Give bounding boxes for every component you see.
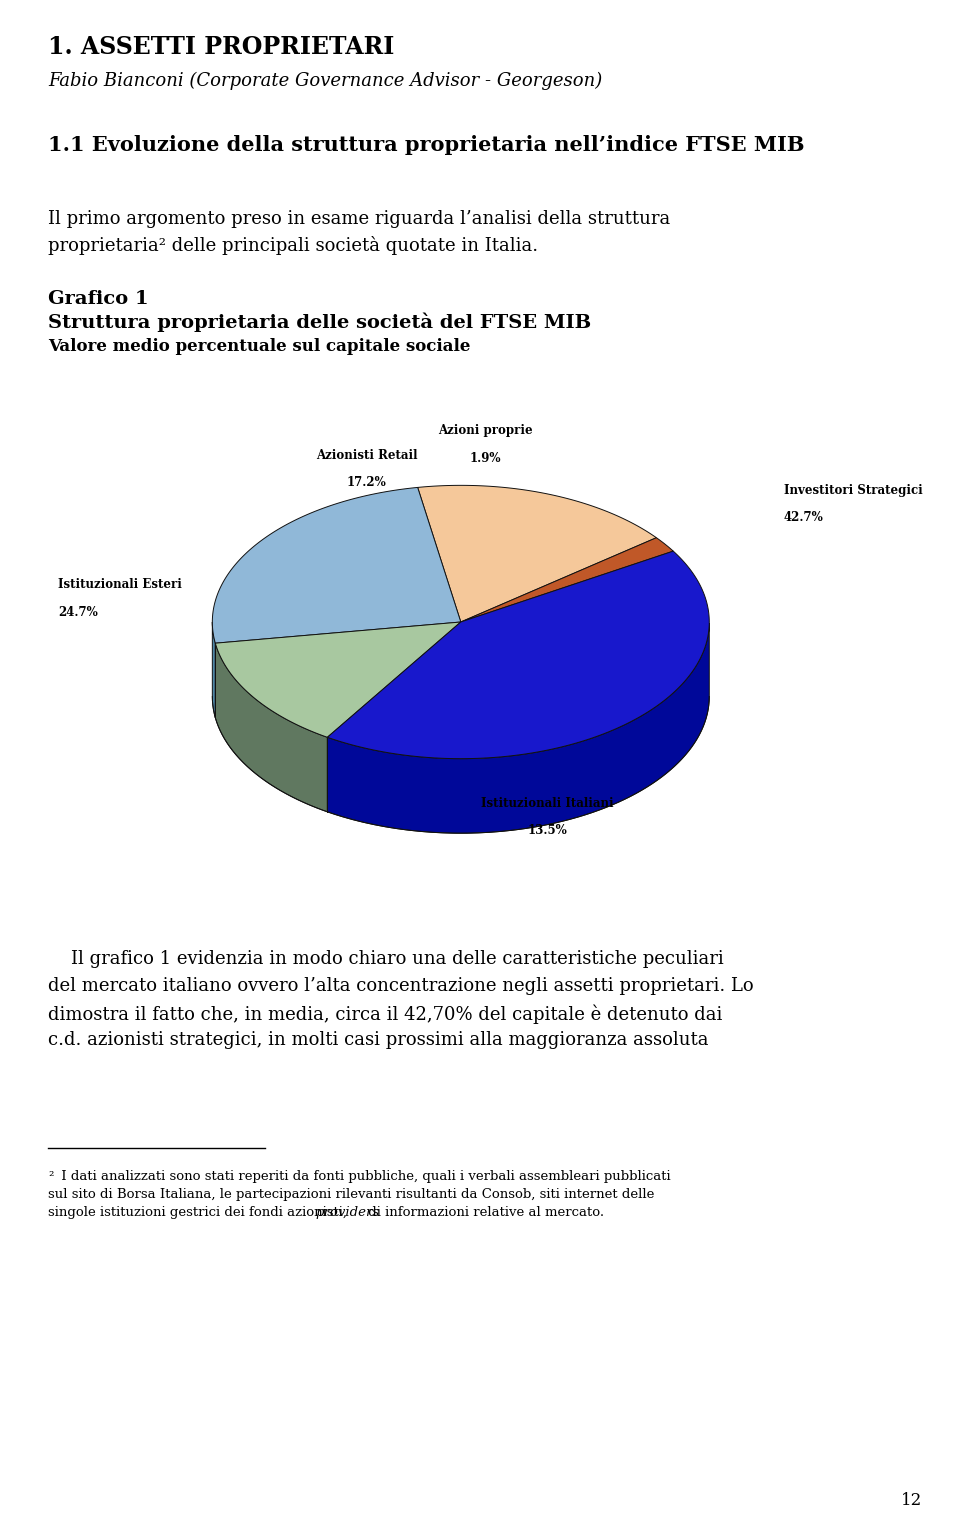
Text: 42.7%: 42.7% bbox=[783, 511, 824, 524]
Text: Istituzionali Italiani: Istituzionali Italiani bbox=[482, 798, 614, 810]
Polygon shape bbox=[327, 551, 709, 758]
Text: Istituzionali Esteri: Istituzionali Esteri bbox=[59, 578, 182, 591]
Text: Investitori Strategici: Investitori Strategici bbox=[783, 484, 923, 496]
Text: 17.2%: 17.2% bbox=[347, 476, 386, 490]
Text: Struttura proprietaria delle società del FTSE MIB: Struttura proprietaria delle società del… bbox=[48, 314, 591, 332]
Polygon shape bbox=[215, 622, 461, 737]
Text: 1.9%: 1.9% bbox=[469, 452, 501, 464]
Text: proprietaria² delle principali società quotate in Italia.: proprietaria² delle principali società q… bbox=[48, 236, 539, 256]
Text: Azioni proprie: Azioni proprie bbox=[439, 425, 533, 437]
Text: providers: providers bbox=[316, 1205, 379, 1219]
Text: 1. ASSETTI PROPRIETARI: 1. ASSETTI PROPRIETARI bbox=[48, 35, 395, 59]
Text: di informazioni relative al mercato.: di informazioni relative al mercato. bbox=[364, 1205, 604, 1219]
Text: 12: 12 bbox=[901, 1492, 923, 1508]
Polygon shape bbox=[327, 622, 709, 833]
Text: Azionisti Retail: Azionisti Retail bbox=[316, 449, 418, 463]
Text: 1.1 Evoluzione della struttura proprietaria nell’indice FTSE MIB: 1.1 Evoluzione della struttura proprieta… bbox=[48, 135, 804, 155]
Text: Fabio Bianconi (Corporate Governance Advisor - Georgeson): Fabio Bianconi (Corporate Governance Adv… bbox=[48, 72, 602, 90]
Text: I dati analizzati sono stati reperiti da fonti pubbliche, quali i verbali assemb: I dati analizzati sono stati reperiti da… bbox=[57, 1170, 671, 1183]
Text: Valore medio percentuale sul capitale sociale: Valore medio percentuale sul capitale so… bbox=[48, 338, 470, 355]
Text: sul sito di Borsa Italiana, le partecipazioni rilevanti risultanti da Consob, si: sul sito di Borsa Italiana, le partecipa… bbox=[48, 1189, 655, 1201]
Text: del mercato italiano ovvero l’alta concentrazione negli assetti proprietari. Lo: del mercato italiano ovvero l’alta conce… bbox=[48, 977, 754, 995]
Text: 24.7%: 24.7% bbox=[59, 606, 98, 618]
Polygon shape bbox=[212, 487, 461, 644]
Polygon shape bbox=[461, 537, 673, 622]
Text: 13.5%: 13.5% bbox=[528, 825, 567, 837]
Polygon shape bbox=[418, 486, 657, 622]
Text: Il primo argomento preso in esame riguarda l’analisi della struttura: Il primo argomento preso in esame riguar… bbox=[48, 210, 670, 228]
Text: ²: ² bbox=[48, 1170, 54, 1183]
Text: c.d. azionisti strategici, in molti casi prossimi alla maggioranza assoluta: c.d. azionisti strategici, in molti casi… bbox=[48, 1030, 708, 1049]
Text: dimostra il fatto che, in media, circa il 42,70% del capitale è detenuto dai: dimostra il fatto che, in media, circa i… bbox=[48, 1005, 722, 1023]
Polygon shape bbox=[215, 644, 327, 811]
Text: singole istituzioni gestrici dei fondi azionisti,: singole istituzioni gestrici dei fondi a… bbox=[48, 1205, 351, 1219]
Text: Grafico 1: Grafico 1 bbox=[48, 291, 149, 307]
Polygon shape bbox=[212, 622, 215, 718]
Text: Il grafico 1 evidenzia in modo chiaro una delle caratteristiche peculiari: Il grafico 1 evidenzia in modo chiaro un… bbox=[48, 950, 724, 968]
